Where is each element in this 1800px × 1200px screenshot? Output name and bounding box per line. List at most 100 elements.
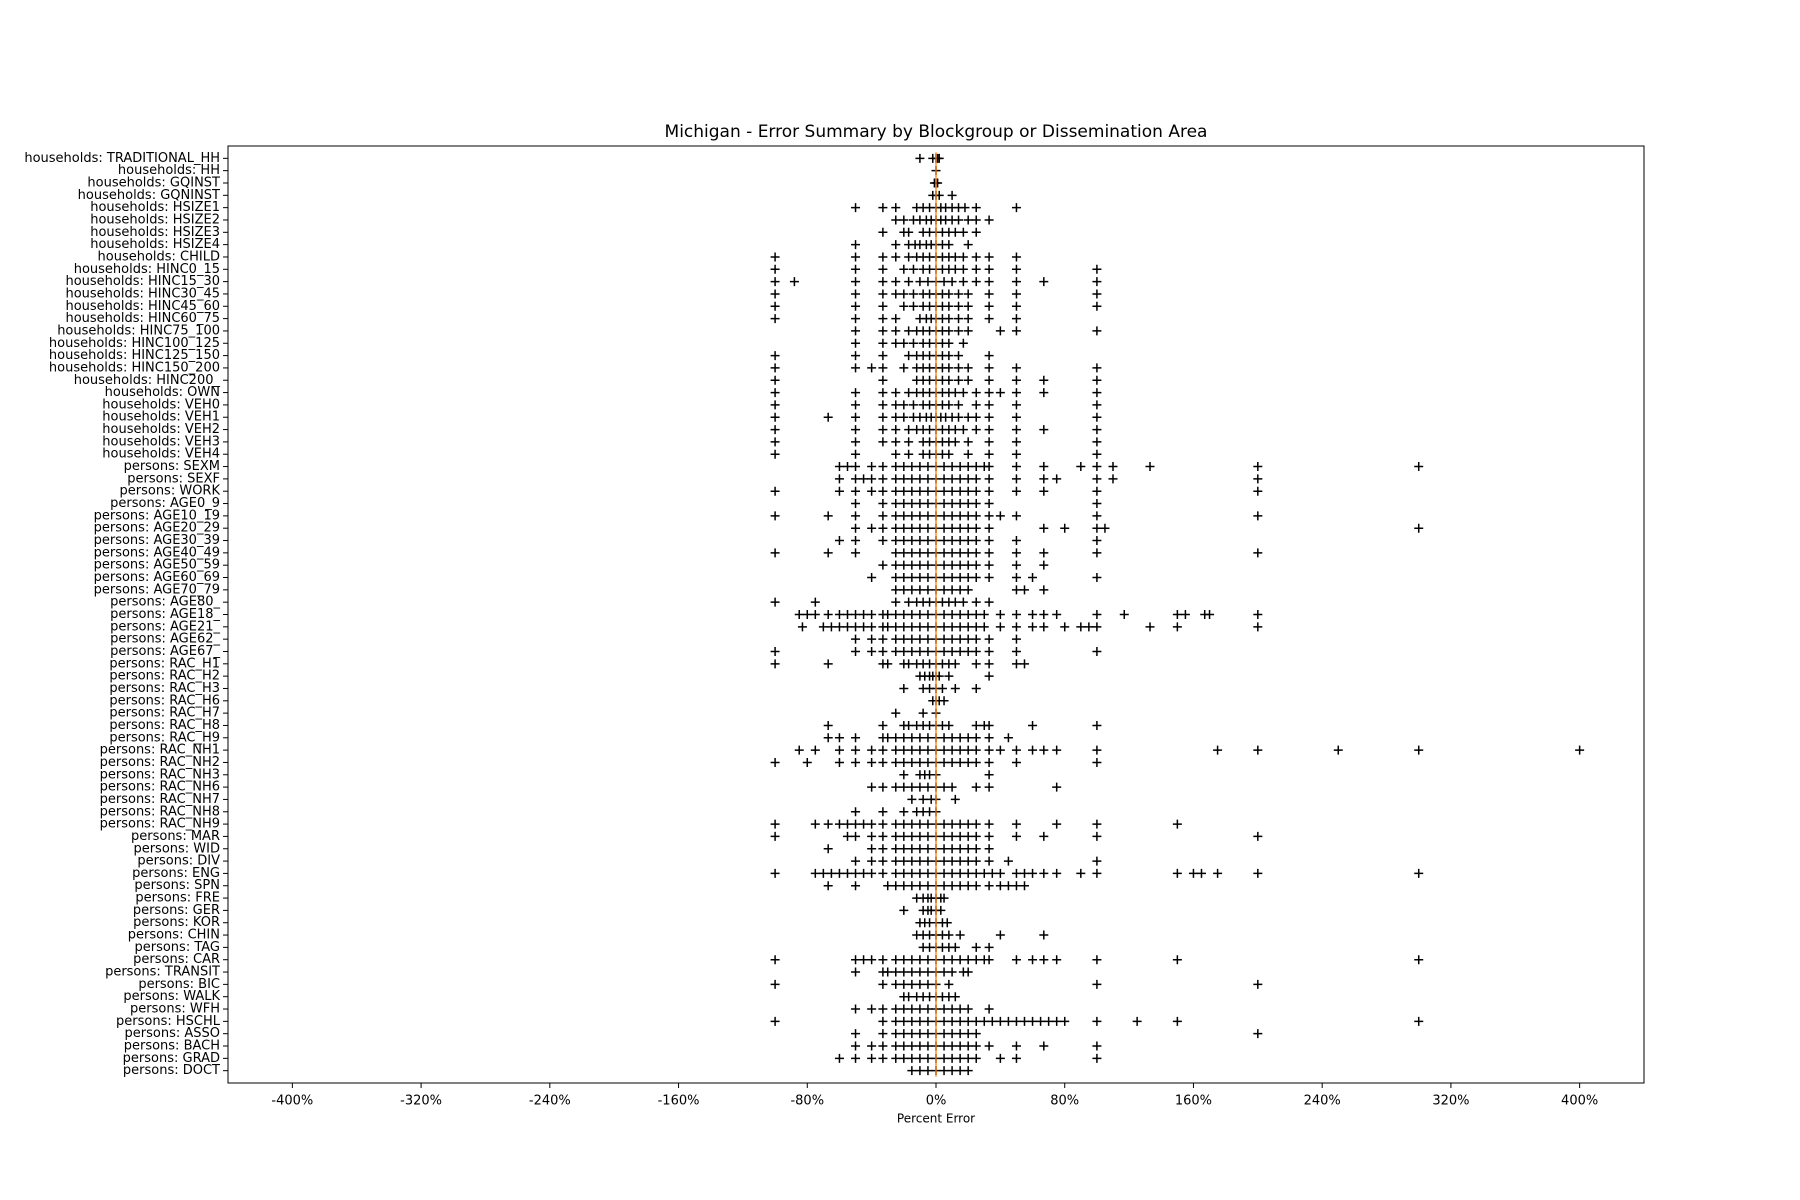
marker [1039,1041,1049,1051]
y-tick-label: persons: RAC_NH8 [100,804,220,819]
marker [963,646,973,656]
marker [971,1016,981,1026]
marker [891,585,901,595]
marker [899,215,909,225]
marker [939,782,949,792]
marker [1011,412,1021,422]
marker [1092,474,1102,484]
marker [944,979,954,989]
marker [878,955,888,965]
marker [867,955,877,965]
marker [878,844,888,854]
marker [984,1041,994,1051]
marker [851,733,861,743]
marker [904,252,914,262]
marker [867,819,877,829]
marker [851,856,861,866]
marker [878,264,888,274]
marker [1011,548,1021,558]
marker [944,400,954,410]
marker [851,536,861,546]
y-tick-label: persons: RAC_NH3 [100,767,220,782]
marker [907,511,917,521]
marker [971,646,981,656]
marker [984,671,994,681]
marker [963,634,973,644]
marker [899,1004,909,1014]
marker [1414,955,1424,965]
marker [963,560,973,570]
marker [770,868,780,878]
marker [851,646,861,656]
marker [834,1053,844,1063]
marker [947,819,957,829]
marker [878,757,888,767]
marker [955,622,965,632]
marker [939,696,949,706]
marker [810,610,820,619]
marker [947,745,957,755]
marker [971,511,981,521]
y-tick-label: persons: RAC_H6 [109,693,220,708]
marker [1575,745,1585,755]
marker [971,757,981,767]
y-tick-label: households: HINC150_200 [49,360,220,375]
marker [1039,486,1049,496]
marker [851,301,861,311]
marker [984,782,994,792]
marker [907,585,917,595]
marker [939,831,949,841]
marker [947,831,957,841]
marker [1039,622,1049,632]
marker [891,597,901,607]
marker [984,511,994,521]
y-tick-label: persons: AGE18_ [110,607,220,622]
marker [878,400,888,410]
marker [955,646,965,656]
marker [971,733,981,743]
marker [947,856,957,866]
marker [971,610,981,619]
marker [971,634,981,644]
y-tick-label: households: HH [118,163,220,178]
marker [950,252,960,262]
marker [851,881,861,891]
marker [923,499,933,509]
marker [923,819,933,829]
marker [891,462,901,472]
marker [963,831,973,841]
marker [1039,610,1049,619]
marker [1052,819,1062,829]
marker [963,240,973,250]
marker [1011,757,1021,767]
marker [826,868,836,878]
marker [1028,745,1038,755]
marker [878,831,888,841]
marker [851,388,861,398]
marker [907,819,917,829]
marker [770,412,780,422]
marker [960,203,970,213]
marker [891,782,901,792]
marker [899,499,909,509]
marker [1253,979,1263,989]
marker [878,807,888,817]
marker [1253,474,1263,484]
marker [859,819,869,829]
marker [939,967,949,977]
marker [907,573,917,583]
marker [823,720,833,730]
marker [867,831,877,841]
marker [891,967,901,977]
marker [899,573,909,583]
marker [770,511,780,521]
marker [1011,560,1021,570]
marker [851,462,861,472]
marker [851,314,861,324]
y-tick-label: households: HINC30_45 [65,286,220,301]
marker [958,227,968,237]
marker [939,622,949,632]
marker [947,634,957,644]
marker [963,967,973,977]
marker [818,868,828,878]
